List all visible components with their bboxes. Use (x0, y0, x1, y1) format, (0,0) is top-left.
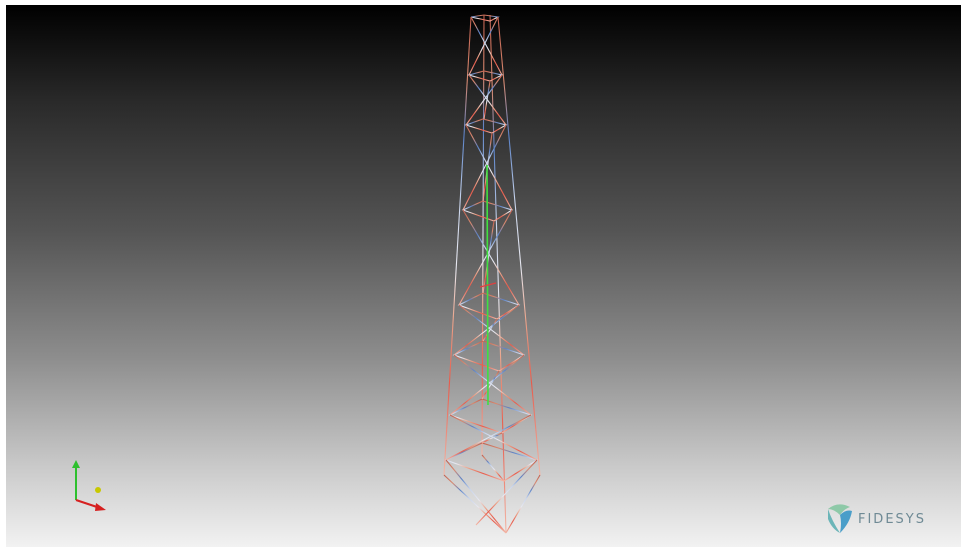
tower-brace (483, 80, 491, 120)
lattice-tower-icon[interactable] (443, 14, 541, 534)
tower-ring (464, 118, 508, 134)
tower-brace (481, 370, 500, 400)
tower-base-left (443, 474, 507, 534)
tower-brace (449, 354, 525, 416)
tower-brace (458, 209, 513, 306)
tower-leg-rear-left (481, 14, 485, 456)
tower-brace (482, 318, 498, 342)
tower-brace (462, 209, 520, 306)
tower-brace (458, 304, 525, 356)
fidesys-watermark: FIDESYS (824, 499, 954, 539)
tower-brace (481, 432, 503, 444)
tower-brace (470, 16, 503, 76)
x-axis-arrow-icon (95, 503, 106, 511)
tower-brace (465, 74, 503, 126)
tower-ring (448, 398, 533, 434)
tower-brace (468, 16, 499, 76)
model-scene[interactable] (6, 5, 961, 547)
tower-brace (465, 124, 513, 211)
brand-name: FIDESYS (858, 512, 926, 527)
tower-brace (453, 304, 520, 356)
tower-center-marker (479, 282, 497, 288)
tower-brace (481, 454, 505, 482)
tower-leg-left (443, 16, 472, 476)
tower-brace (462, 124, 507, 211)
tower-brace (445, 414, 532, 461)
tower-base-right (505, 474, 541, 534)
fidesys-logo-icon (828, 504, 852, 533)
tower-brace (475, 459, 538, 526)
axes-triad[interactable] (72, 460, 106, 511)
tower-ring (452, 340, 526, 372)
tower-brace (445, 459, 507, 534)
3d-viewport[interactable]: FIDESYS (6, 5, 961, 547)
tower-ring (466, 70, 504, 82)
y-axis-arrow-icon (72, 460, 80, 468)
tower-leg-front (489, 14, 507, 534)
z-axis-icon (95, 487, 101, 493)
tower-leg-right (497, 16, 541, 476)
tower-ring (457, 292, 521, 320)
tower-brace (453, 354, 532, 416)
tower-brace (482, 220, 495, 294)
